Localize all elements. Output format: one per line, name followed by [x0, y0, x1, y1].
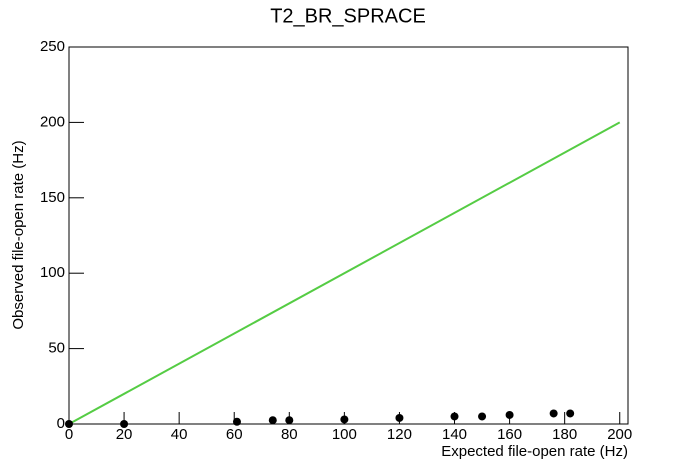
y-tick-label: 250 — [40, 38, 65, 55]
data-point — [478, 412, 487, 421]
x-tick-label: 100 — [332, 426, 357, 443]
y-tick-label: 0 — [57, 415, 65, 432]
x-tick-label: 200 — [607, 426, 632, 443]
y-tick-label: 100 — [40, 264, 65, 281]
x-tick-label: 180 — [552, 426, 577, 443]
data-point — [549, 409, 558, 418]
y-tick-label: 50 — [48, 340, 65, 357]
data-point — [65, 420, 73, 428]
data-point — [340, 415, 349, 424]
x-tick-label: 80 — [281, 426, 298, 443]
data-point — [450, 412, 459, 421]
x-tick-label: 120 — [387, 426, 412, 443]
data-point — [566, 409, 575, 418]
x-tick-label: 40 — [171, 426, 188, 443]
data-point — [232, 417, 241, 426]
y-axis-label: Observed file-open rate (Hz) — [10, 140, 27, 329]
data-point — [268, 416, 277, 425]
y-tick-label: 150 — [40, 189, 65, 206]
plot-frame — [68, 46, 629, 425]
data-point — [285, 416, 294, 425]
data-point — [505, 410, 514, 419]
chart-title: T2_BR_SPRACE — [270, 5, 426, 27]
data-point — [395, 413, 404, 422]
x-tick-label: 20 — [116, 426, 133, 443]
y-tick-label: 200 — [40, 113, 65, 130]
x-axis-label: Expected file-open rate (Hz) — [441, 443, 628, 460]
x-tick-label: 60 — [226, 426, 243, 443]
data-point — [120, 420, 129, 428]
reference-line — [68, 121, 621, 425]
x-tick-label: 0 — [65, 426, 73, 443]
x-tick-label: 140 — [442, 426, 467, 443]
x-tick-label: 160 — [497, 426, 522, 443]
